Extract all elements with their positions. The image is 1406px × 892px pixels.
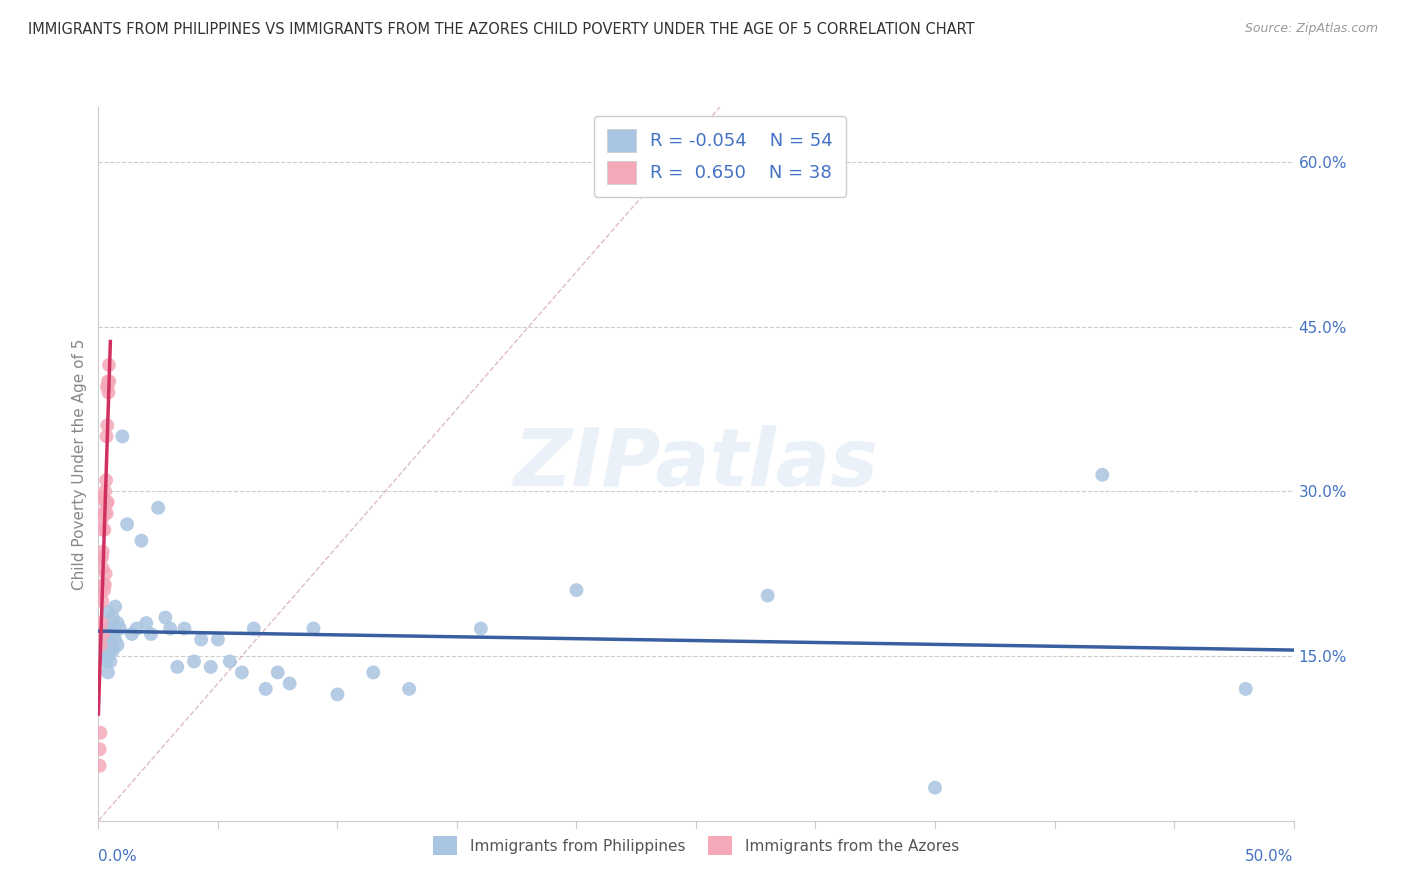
Point: [1091, 467, 1114, 482]
Point: [93, 583, 115, 598]
Point: [107, 615, 129, 630]
Point: [89, 758, 111, 772]
Text: 50.0%: 50.0%: [1246, 849, 1294, 864]
Point: [243, 622, 266, 636]
Point: [159, 622, 181, 636]
Point: [91, 594, 114, 608]
Point: [97, 622, 120, 636]
Point: [1234, 681, 1257, 696]
Point: [756, 589, 779, 603]
Point: [302, 622, 325, 636]
Point: [98, 655, 122, 669]
Point: [93, 506, 115, 520]
Point: [97, 638, 120, 652]
Point: [91, 512, 114, 526]
Point: [97, 605, 120, 619]
Point: [166, 660, 188, 674]
Point: [135, 615, 157, 630]
Point: [91, 643, 114, 657]
Point: [326, 687, 349, 701]
Point: [94, 566, 117, 581]
Point: [97, 385, 120, 400]
Point: [91, 544, 114, 558]
Point: [90, 615, 112, 630]
Point: [101, 610, 124, 624]
Point: [90, 550, 112, 565]
Point: [190, 632, 212, 647]
Point: [131, 533, 153, 548]
Point: [173, 622, 195, 636]
Point: [139, 627, 162, 641]
Point: [108, 622, 131, 636]
Point: [115, 517, 138, 532]
Text: IMMIGRANTS FROM PHILIPPINES VS IMMIGRANTS FROM THE AZORES CHILD POVERTY UNDER TH: IMMIGRANTS FROM PHILIPPINES VS IMMIGRANT…: [28, 22, 974, 37]
Point: [104, 632, 127, 647]
Point: [91, 550, 114, 565]
Point: [470, 622, 492, 636]
Point: [104, 599, 127, 614]
Point: [89, 742, 111, 756]
Point: [94, 473, 117, 487]
Point: [97, 665, 120, 680]
Point: [183, 655, 205, 669]
Point: [93, 523, 115, 537]
Point: [924, 780, 946, 795]
Point: [96, 418, 118, 433]
Point: [96, 506, 118, 520]
Point: [98, 375, 121, 389]
Point: [91, 627, 114, 641]
Point: [125, 622, 148, 636]
Point: [97, 495, 120, 509]
Point: [278, 676, 301, 690]
Text: ZIPatlas: ZIPatlas: [513, 425, 879, 503]
Point: [94, 484, 117, 499]
Point: [111, 429, 134, 443]
Point: [101, 627, 124, 641]
Point: [207, 632, 229, 647]
Point: [96, 380, 118, 394]
Point: [200, 660, 222, 674]
Point: [93, 577, 115, 591]
Point: [91, 490, 114, 504]
Point: [267, 665, 290, 680]
Legend: Immigrants from Philippines, Immigrants from the Azores: Immigrants from Philippines, Immigrants …: [426, 828, 966, 863]
Point: [121, 627, 143, 641]
Point: [101, 643, 124, 657]
Point: [148, 500, 170, 515]
Point: [91, 523, 114, 537]
Point: [91, 632, 114, 647]
Text: 0.0%: 0.0%: [98, 849, 138, 864]
Point: [94, 627, 117, 641]
Point: [155, 610, 177, 624]
Point: [90, 638, 112, 652]
Point: [90, 583, 112, 598]
Point: [363, 665, 385, 680]
Point: [94, 495, 117, 509]
Point: [96, 495, 118, 509]
Point: [107, 638, 129, 652]
Point: [96, 429, 118, 443]
Y-axis label: Child Poverty Under the Age of 5: Child Poverty Under the Age of 5: [72, 338, 87, 590]
Text: Source: ZipAtlas.com: Source: ZipAtlas.com: [1244, 22, 1378, 36]
Point: [97, 648, 120, 663]
Point: [97, 358, 120, 372]
Point: [91, 561, 114, 575]
Point: [254, 681, 277, 696]
Point: [94, 506, 117, 520]
Point: [98, 622, 122, 636]
Point: [96, 380, 118, 394]
Point: [398, 681, 420, 696]
Point: [219, 655, 242, 669]
Point: [93, 506, 115, 520]
Point: [97, 375, 120, 389]
Point: [98, 632, 122, 647]
Point: [89, 726, 111, 740]
Point: [565, 583, 588, 598]
Point: [231, 665, 253, 680]
Point: [91, 490, 114, 504]
Point: [98, 643, 122, 657]
Point: [94, 638, 117, 652]
Point: [94, 577, 117, 591]
Point: [94, 655, 117, 669]
